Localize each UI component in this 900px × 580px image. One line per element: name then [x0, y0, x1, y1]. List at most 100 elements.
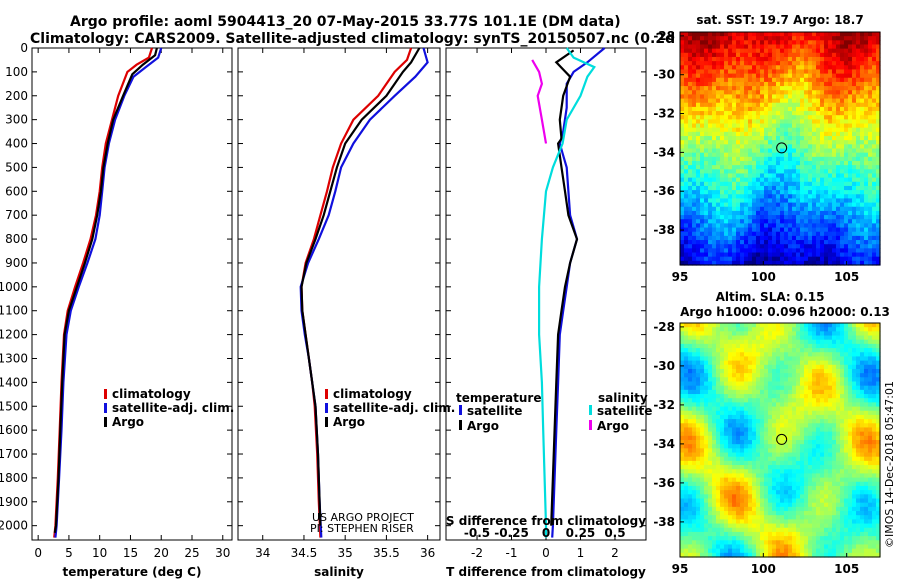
m2-cell [768, 343, 773, 349]
m1-cell [752, 198, 757, 204]
m1-cell [816, 215, 821, 220]
m1-cell [808, 160, 813, 166]
m1-cell [716, 185, 721, 191]
m1-cell [692, 152, 697, 158]
m2-cell [808, 477, 813, 483]
m2-cell [744, 465, 749, 470]
m2-cell [836, 423, 841, 429]
m1-cell [748, 127, 753, 133]
m1-cell [832, 119, 837, 125]
m2-cell [836, 394, 841, 399]
m1-cell [704, 227, 709, 233]
m1-cell [804, 98, 809, 104]
m2-cell [692, 356, 697, 362]
m2-cell [756, 364, 761, 370]
m2-cell [784, 440, 789, 445]
m2-cell [760, 339, 765, 345]
m1-cell [840, 98, 845, 104]
m1-cell [720, 136, 725, 141]
m1-cell [808, 227, 813, 233]
m1-cell [768, 69, 773, 75]
m2-cell [824, 331, 829, 337]
m2-cell [764, 343, 769, 349]
m2-cell [704, 448, 709, 454]
m1-cell [868, 148, 873, 154]
m1-cell [680, 202, 685, 208]
m2-cell [740, 431, 745, 437]
m2-cell [796, 377, 801, 383]
m2-cell [712, 398, 717, 403]
m2-cell [724, 440, 729, 445]
m1-cell [736, 52, 741, 58]
m1-cell [724, 52, 729, 58]
m2-cell [856, 444, 861, 449]
m2-cell [780, 406, 785, 412]
m1-cell [860, 111, 865, 116]
m1-cell [816, 173, 821, 179]
m2-cell [796, 402, 801, 408]
m1-cell [712, 169, 717, 175]
m1-cell [764, 260, 769, 266]
m1-cell [728, 190, 733, 195]
m1-cell [864, 40, 869, 46]
m2-cell [700, 323, 705, 328]
m1-cell [748, 102, 753, 108]
m2-cell [780, 343, 785, 349]
m1-cell [872, 215, 877, 220]
m2-cell [780, 339, 785, 345]
m2-cell [700, 419, 705, 424]
m2-cell [804, 323, 809, 328]
m1-cell [772, 231, 777, 237]
m1-cell [760, 73, 765, 79]
m2-cell [828, 348, 833, 353]
m1-cell [872, 98, 877, 104]
m1-cell [764, 210, 769, 216]
m2-cell [684, 327, 689, 332]
m1-cell [700, 111, 705, 116]
m2-cell [876, 477, 881, 483]
m1-cell [876, 194, 881, 200]
m1-cell [856, 61, 861, 66]
m1-cell [768, 48, 773, 54]
m1-cell [852, 160, 857, 166]
m1-cell [756, 185, 761, 191]
m2-cell [876, 465, 881, 470]
m1-cell [756, 44, 761, 50]
m1-cell [760, 86, 765, 91]
m1-cell [728, 40, 733, 46]
m1-cell [840, 202, 845, 208]
m2-cell [808, 460, 813, 466]
m1-cell [772, 190, 777, 195]
m2-cell [864, 427, 869, 433]
m2-cell [752, 456, 757, 462]
m1-cell [848, 48, 853, 54]
m2-cell [872, 348, 877, 353]
m1-cell [684, 152, 689, 158]
m1-cell [852, 77, 857, 83]
m1-cell [768, 131, 773, 137]
m1-cell [684, 90, 689, 96]
m2-cell [820, 465, 825, 470]
m2-cell [696, 431, 701, 437]
m2-cell [680, 406, 685, 412]
m1-cell [788, 231, 793, 237]
m1-cell [840, 198, 845, 204]
m1-cell [684, 73, 689, 79]
m1-cell [740, 219, 745, 224]
m1-cell [808, 56, 813, 62]
m2-cell [784, 456, 789, 462]
m2-cell [736, 398, 741, 403]
m2-cell [796, 469, 801, 475]
m2-cell [732, 398, 737, 403]
m1-cell [872, 36, 877, 41]
m1-cell [792, 119, 797, 125]
m2-cell [736, 368, 741, 374]
m1-cell [732, 127, 737, 133]
m1-cell [876, 136, 881, 141]
m1-cell [728, 44, 733, 50]
m1-cell [756, 69, 761, 75]
m2-cell [740, 427, 745, 433]
m2-cell [732, 452, 737, 458]
m2-cell [840, 402, 845, 408]
m1-cell [796, 77, 801, 83]
